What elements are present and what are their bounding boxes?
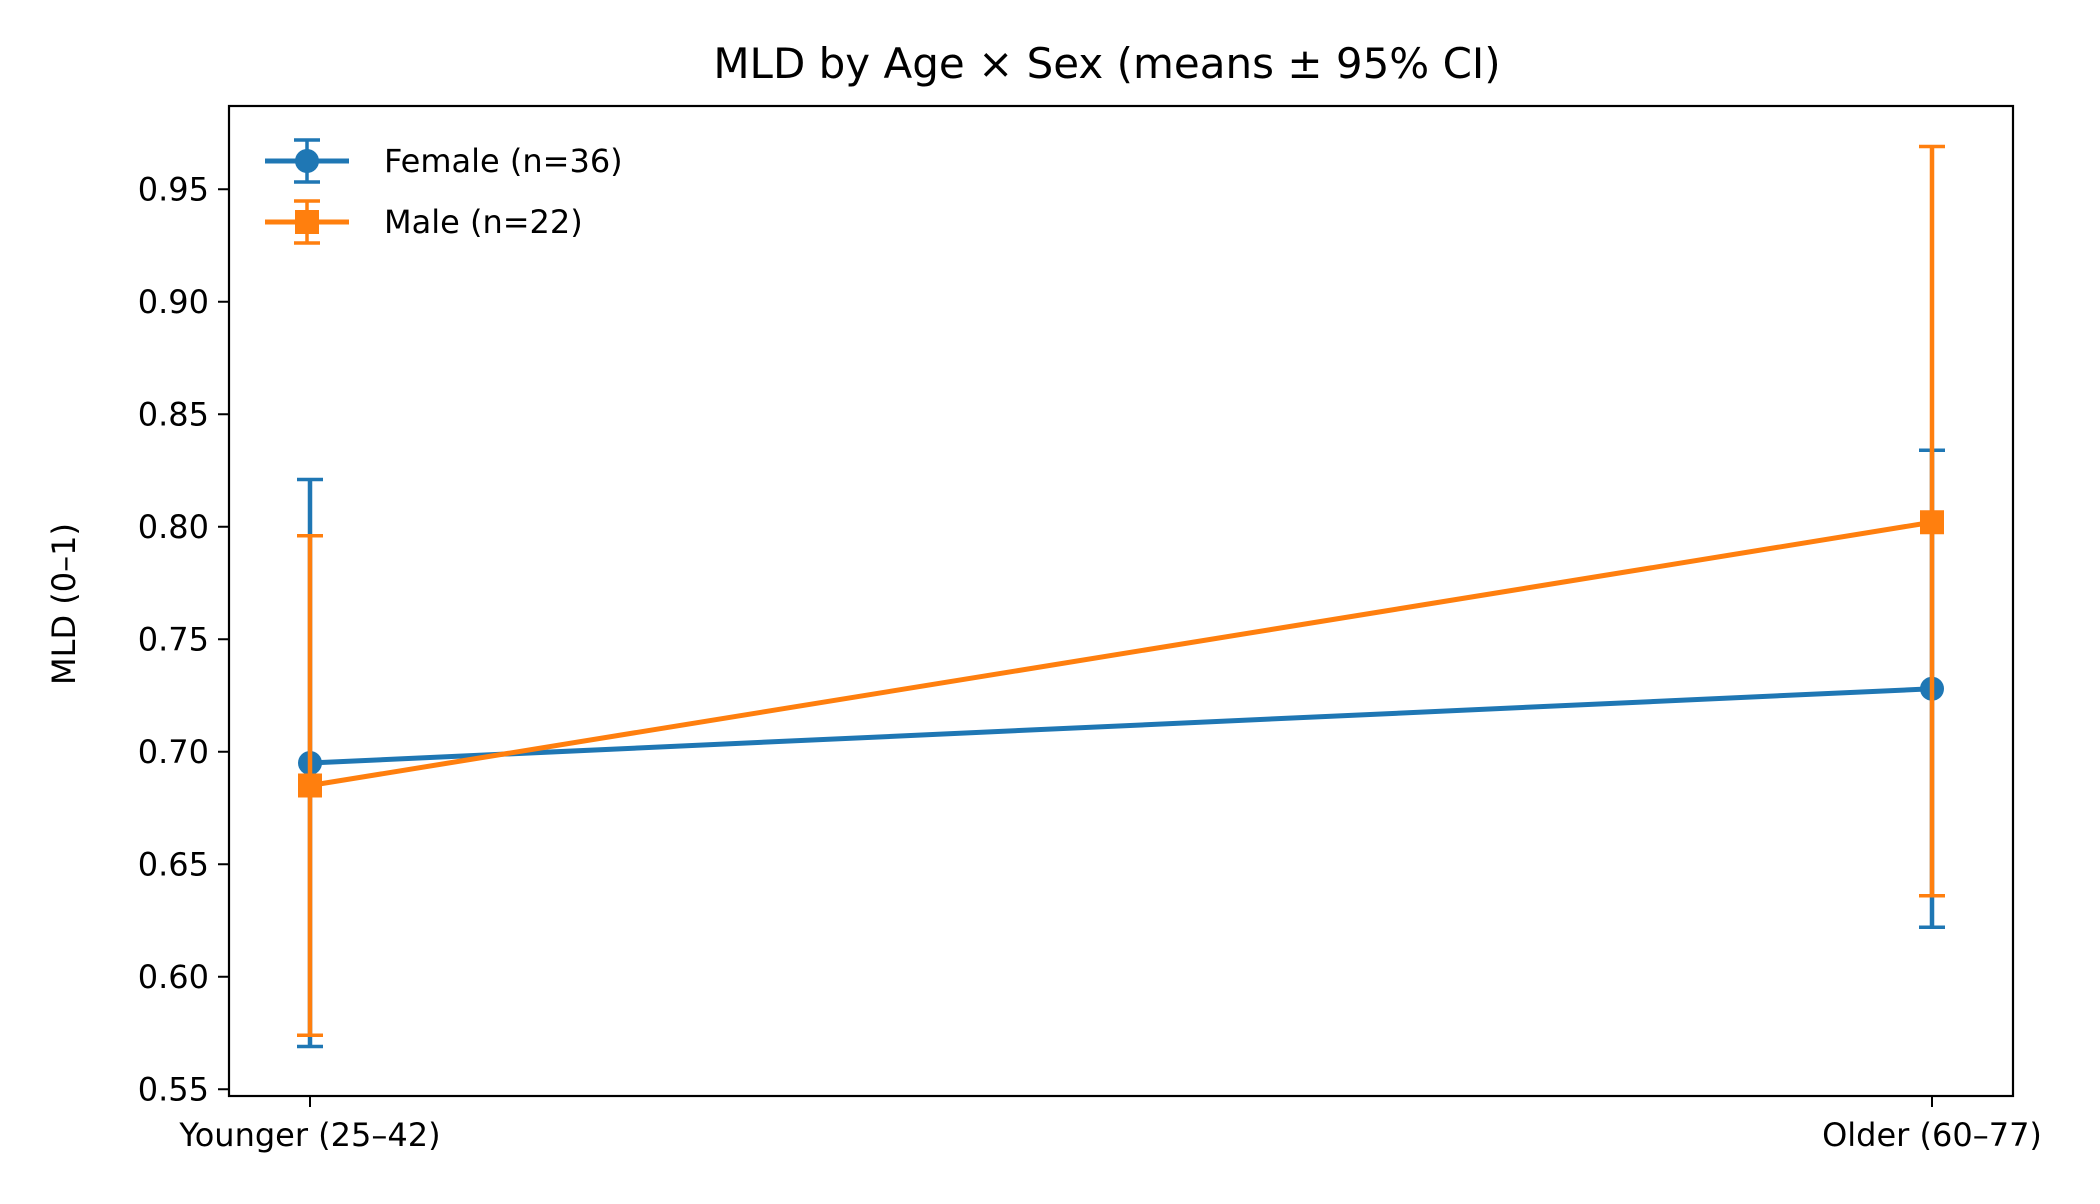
y-tick-label: 0.85 xyxy=(138,395,209,433)
y-axis-label: MLD (0–1) xyxy=(45,523,83,685)
series-line xyxy=(309,519,1933,788)
data-point xyxy=(1920,510,1944,535)
legend-marker xyxy=(295,149,319,173)
plot-area xyxy=(297,144,1945,1049)
y-tick-label: 0.70 xyxy=(138,733,209,771)
plot-frame xyxy=(227,104,2015,1098)
legend-item-female: Female (n=36) xyxy=(265,138,623,184)
legend-item-male: Male (n=22) xyxy=(265,199,583,245)
x-axis: Younger (25–42) Older (60–77) xyxy=(178,1096,2042,1154)
legend: Female (n=36) Male (n=22) xyxy=(265,138,623,245)
legend-label: Male (n=22) xyxy=(384,203,583,241)
y-tick-label: 0.65 xyxy=(138,845,209,883)
chart-title: MLD by Age × Sex (means ± 95% CI) xyxy=(713,39,1500,88)
y-axis: 0.55 0.60 0.65 0.70 0.75 0.80 0.85 0.90 0.95 xyxy=(138,170,229,1108)
y-tick-label: 0.60 xyxy=(138,958,209,996)
data-point xyxy=(298,773,322,798)
y-tick-label: 0.95 xyxy=(138,170,209,208)
y-tick-label: 0.75 xyxy=(138,620,209,658)
x-tick-label: Older (60–77) xyxy=(1822,1116,2042,1154)
series-male xyxy=(297,144,1945,1037)
y-tick-label: 0.80 xyxy=(138,508,209,546)
y-tick-label: 0.90 xyxy=(138,283,209,321)
series-line xyxy=(309,686,1933,766)
legend-marker xyxy=(295,210,319,234)
y-tick-label: 0.55 xyxy=(138,1070,209,1108)
x-tick-label: Younger (25–42) xyxy=(178,1116,440,1154)
legend-label: Female (n=36) xyxy=(384,142,623,180)
